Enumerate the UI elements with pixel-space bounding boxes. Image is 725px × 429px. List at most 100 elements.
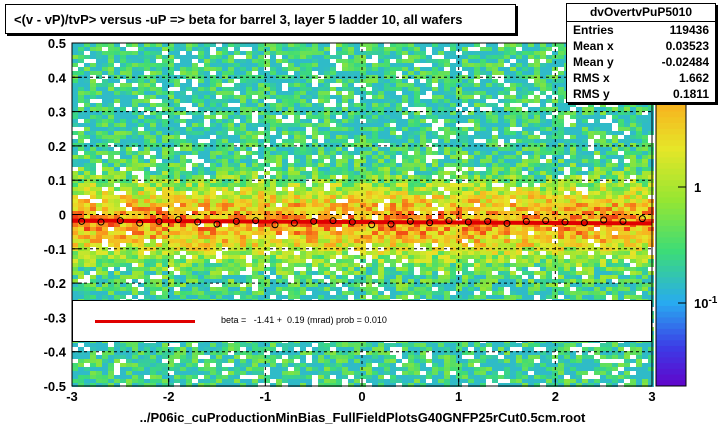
heatmap-cell bbox=[126, 87, 132, 91]
heatmap-cell bbox=[360, 87, 366, 91]
heatmap-cell bbox=[486, 175, 492, 179]
heatmap-cell bbox=[414, 159, 420, 163]
heatmap-cell bbox=[198, 171, 204, 175]
heatmap-cell bbox=[342, 223, 348, 227]
heatmap-cell bbox=[108, 51, 114, 55]
heatmap-cell bbox=[264, 91, 270, 95]
heatmap-cell bbox=[156, 251, 162, 255]
heatmap-cell bbox=[636, 175, 642, 179]
heatmap-cell bbox=[288, 203, 294, 207]
heatmap-cell bbox=[606, 259, 612, 263]
heatmap-cell bbox=[480, 51, 486, 55]
heatmap-cell bbox=[144, 83, 150, 87]
heatmap-cell bbox=[270, 195, 276, 199]
heatmap-cell bbox=[126, 155, 132, 159]
heatmap-cell bbox=[372, 67, 378, 71]
heatmap-cell bbox=[432, 131, 438, 135]
heatmap-cell bbox=[186, 47, 192, 51]
heatmap-cell bbox=[72, 271, 78, 275]
heatmap-cell bbox=[330, 107, 336, 111]
heatmap-cell bbox=[492, 123, 498, 127]
heatmap-cell bbox=[348, 135, 354, 139]
heatmap-cell bbox=[396, 215, 402, 219]
heatmap-cell bbox=[72, 267, 78, 271]
heatmap-cell bbox=[492, 187, 498, 191]
heatmap-cell bbox=[474, 119, 480, 123]
heatmap-cell bbox=[288, 67, 294, 71]
heatmap-cell bbox=[240, 67, 246, 71]
heatmap-cell bbox=[288, 107, 294, 111]
heatmap-cell bbox=[504, 203, 510, 207]
heatmap-cell bbox=[630, 119, 636, 123]
heatmap-cell bbox=[390, 47, 396, 51]
heatmap-cell bbox=[102, 71, 108, 75]
heatmap-cell bbox=[204, 71, 210, 75]
heatmap-cell bbox=[390, 63, 396, 67]
heatmap-cell bbox=[108, 223, 114, 227]
heatmap-cell bbox=[144, 99, 150, 103]
heatmap-cell bbox=[408, 83, 414, 87]
heatmap-cell bbox=[216, 71, 222, 75]
heatmap-cell bbox=[588, 235, 594, 239]
heatmap-cell bbox=[474, 135, 480, 139]
heatmap-cell bbox=[120, 151, 126, 155]
heatmap-cell bbox=[642, 155, 648, 159]
heatmap-cell bbox=[192, 223, 198, 227]
heatmap-cell bbox=[102, 115, 108, 119]
heatmap-cell bbox=[120, 171, 126, 175]
heatmap-cell bbox=[108, 155, 114, 159]
heatmap-cell bbox=[534, 171, 540, 175]
heatmap-cell bbox=[228, 91, 234, 95]
heatmap-cell bbox=[438, 83, 444, 87]
heatmap-cell bbox=[462, 183, 468, 187]
heatmap-cell bbox=[480, 215, 486, 219]
heatmap-cell bbox=[360, 159, 366, 163]
heatmap-cell bbox=[210, 267, 216, 271]
heatmap-cell bbox=[480, 251, 486, 255]
heatmap-cell bbox=[474, 267, 480, 271]
heatmap-cell bbox=[330, 115, 336, 119]
heatmap-cell bbox=[504, 47, 510, 51]
heatmap-cell bbox=[252, 103, 258, 107]
heatmap-cell bbox=[288, 83, 294, 87]
heatmap-cell bbox=[174, 243, 180, 247]
heatmap-cell bbox=[444, 155, 450, 159]
heatmap-cell bbox=[240, 259, 246, 263]
heatmap-cell bbox=[480, 223, 486, 227]
heatmap-cell bbox=[438, 167, 444, 171]
heatmap-cell bbox=[210, 59, 216, 63]
heatmap-cell bbox=[522, 243, 528, 247]
heatmap-cell bbox=[576, 111, 582, 115]
heatmap-cell bbox=[132, 59, 138, 63]
heatmap-cell bbox=[390, 215, 396, 219]
heatmap-cell bbox=[168, 231, 174, 235]
heatmap-cell bbox=[222, 99, 228, 103]
heatmap-cell bbox=[192, 43, 198, 47]
heatmap-cell bbox=[252, 239, 258, 243]
heatmap-cell bbox=[78, 155, 84, 159]
heatmap-cell bbox=[450, 175, 456, 179]
heatmap-cell bbox=[138, 119, 144, 123]
heatmap-cell bbox=[84, 215, 90, 219]
heatmap-cell bbox=[420, 171, 426, 175]
heatmap-cell bbox=[348, 95, 354, 99]
heatmap-cell bbox=[378, 67, 384, 71]
heatmap-cell bbox=[204, 103, 210, 107]
heatmap-cell bbox=[408, 87, 414, 91]
heatmap-cell bbox=[588, 135, 594, 139]
heatmap-cell bbox=[180, 47, 186, 51]
heatmap-cell bbox=[372, 91, 378, 95]
heatmap-cell bbox=[540, 127, 546, 131]
heatmap-cell bbox=[216, 203, 222, 207]
heatmap-cell bbox=[492, 243, 498, 247]
heatmap-cell bbox=[84, 231, 90, 235]
heatmap-cell bbox=[534, 147, 540, 151]
heatmap-cell bbox=[534, 195, 540, 199]
heatmap-cell bbox=[144, 183, 150, 187]
heatmap-cell bbox=[408, 223, 414, 227]
heatmap-cell bbox=[312, 55, 318, 59]
heatmap-cell bbox=[186, 127, 192, 131]
heatmap-cell bbox=[450, 263, 456, 267]
heatmap-cell bbox=[576, 163, 582, 167]
heatmap-cell bbox=[342, 175, 348, 179]
